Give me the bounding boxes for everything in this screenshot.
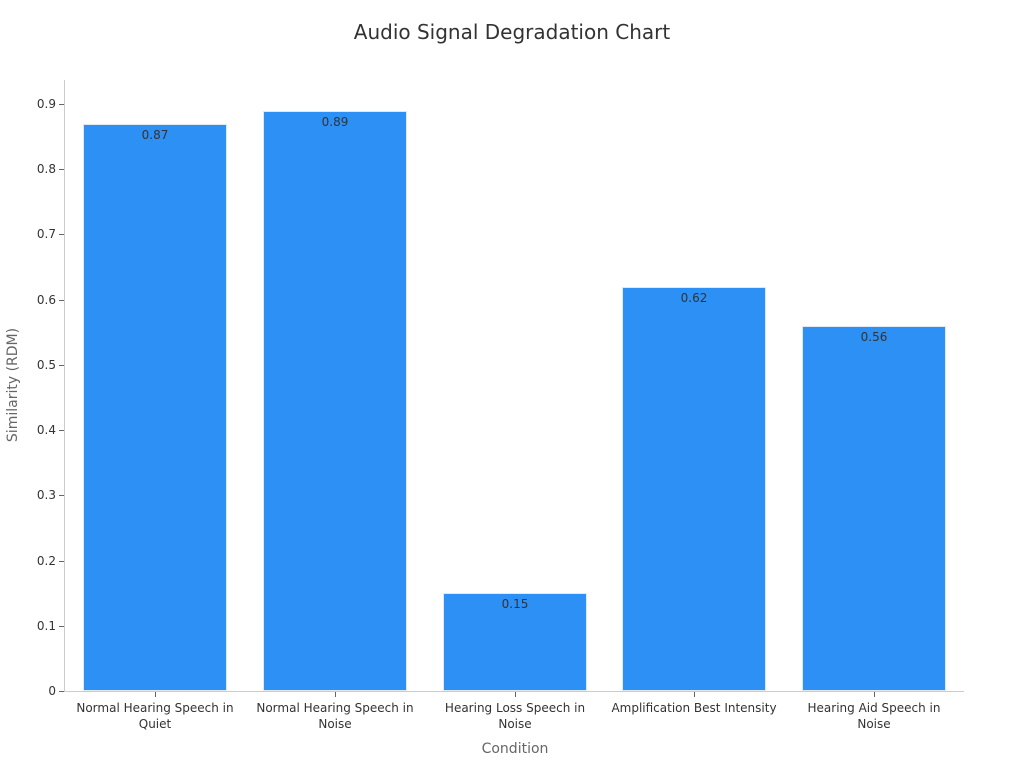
bar: 0.89 [263, 110, 407, 691]
chart-title: Audio Signal Degradation Chart [353, 20, 671, 44]
y-tick-label: 0 [48, 684, 56, 698]
x-tick-mark [694, 692, 695, 697]
y-tick-mark [59, 560, 64, 562]
bar-value-label: 0.89 [321, 114, 349, 129]
x-tick-mark [515, 692, 516, 697]
x-axis-title: Condition [481, 741, 549, 757]
y-tick: 0.9 [0, 97, 64, 111]
y-tick: 0 [0, 684, 64, 698]
bar: 0.56 [802, 325, 946, 691]
x-tick-label: Hearing Aid Speech in Noise [784, 700, 964, 732]
y-tick-label: 0.2 [36, 553, 56, 568]
x-tick-label-line: Hearing Loss Speech in [444, 701, 586, 715]
y-axis-title: Similarity (RDM) [5, 327, 21, 443]
y-tick-label: 0.8 [36, 162, 56, 177]
y-tick-mark [59, 104, 64, 106]
bar: 0.87 [83, 123, 227, 691]
x-tick-label-line: Hearing Aid Speech in [807, 701, 941, 715]
x-axis-line [64, 691, 964, 692]
bar-value-label: 0.87 [141, 127, 169, 142]
x-tick-label-line: Quiet [138, 717, 172, 731]
y-tick-mark [59, 430, 64, 432]
x-tick-mark [335, 692, 336, 697]
y-tick-label: 0.9 [36, 97, 56, 112]
y-tick-mark [59, 299, 64, 301]
y-tick-mark [59, 495, 64, 497]
y-tick-mark [59, 169, 64, 171]
bar-value-label: 0.62 [680, 290, 708, 305]
y-tick-label: 0.5 [36, 357, 56, 372]
y-tick-mark [59, 364, 64, 366]
y-tick: 0.8 [0, 162, 64, 176]
y-axis-line [64, 80, 65, 692]
x-tick-label-line: Noise [498, 717, 532, 731]
y-tick-label: 0.6 [36, 292, 56, 307]
x-tick-label-line: Normal Hearing Speech in [76, 701, 234, 715]
x-tick-label: Normal Hearing Speech in Noise [245, 700, 425, 732]
x-tick-label-line: Noise [318, 717, 352, 731]
x-tick-label-line: Amplification Best Intensity [611, 701, 777, 715]
y-tick-label: 0.7 [36, 227, 56, 242]
bar-value-label: 0.56 [860, 329, 888, 344]
y-tick-label: 0.1 [36, 618, 56, 633]
x-tick-mark [155, 692, 156, 697]
x-tick-label-line: Noise [857, 717, 891, 731]
bar-value-label: 0.15 [501, 597, 529, 612]
x-tick-label: Normal Hearing Speech in Quiet [65, 700, 245, 732]
y-tick-label: 0.4 [36, 423, 56, 438]
y-tick-mark [59, 691, 64, 692]
x-tick-mark [874, 692, 875, 697]
y-tick-mark [59, 625, 64, 627]
y-tick: 0.6 [0, 293, 64, 307]
y-tick-mark [59, 234, 64, 236]
y-tick: 0.5 [0, 358, 64, 372]
bar: 0.62 [622, 286, 766, 691]
bar: 0.15 [443, 593, 587, 691]
y-tick-label: 0.3 [36, 488, 56, 503]
x-tick-label-line: Normal Hearing Speech in [256, 701, 414, 715]
y-tick: 0.7 [0, 227, 64, 241]
x-tick-label: Hearing Loss Speech in Noise [425, 700, 605, 732]
y-tick: 0.4 [0, 423, 64, 437]
y-tick: 0.1 [0, 619, 64, 633]
y-tick: 0.2 [0, 554, 64, 568]
x-tick-label: Amplification Best Intensity [604, 700, 784, 716]
y-tick: 0.3 [0, 488, 64, 502]
